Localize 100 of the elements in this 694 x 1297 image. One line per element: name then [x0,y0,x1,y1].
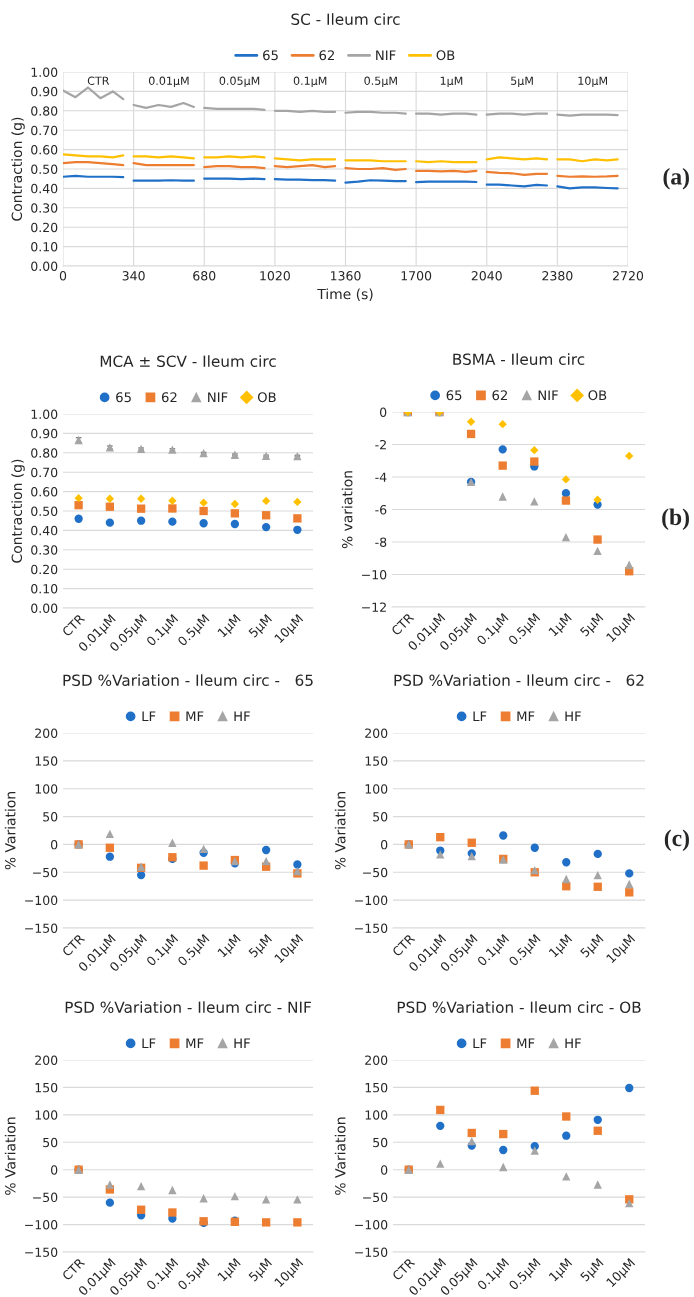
y-tick-label: −100 [355,1220,388,1230]
y-tick-label: 0.00 [31,261,58,271]
legend-label: 65 [116,392,131,403]
legend-label: 65 [446,390,462,401]
y-tick-label: −100 [25,895,58,906]
y-tick-label: −50 [33,867,58,878]
legend-label: HF [234,711,250,722]
legend-label: NIF [208,392,228,403]
y-tick-label: 0.70 [31,125,58,136]
y-axis-title: % Variation [4,1117,16,1195]
y-tick-label: 50 [43,1137,58,1148]
y-tick-label: −50 [33,1192,58,1203]
y-tick-label: 0.30 [31,545,58,555]
y-tick-label: 0.10 [31,584,58,594]
chart-title: PSD %Variation - Ileum circ - 65 [63,674,313,686]
annotation: CTR [87,76,110,85]
y-tick-label: 150 [35,756,58,766]
y-axis-title: % Variation [334,792,346,870]
y-tick-label: −100 [25,1220,58,1230]
legend-label: LF [142,1038,156,1049]
y-tick-label: −150 [355,1247,388,1257]
y-tick-label: 0.70 [31,467,58,478]
x-tick-label: 340 [122,271,145,281]
legend-label: 65 [263,50,278,61]
y-tick-label: 0 [51,1165,58,1175]
legend-label: OB [257,392,276,403]
legend-label: 62 [161,392,177,403]
y-tick-label: 0.90 [31,86,58,97]
y-tick-label: 0 [380,407,387,417]
y-tick-label: 200 [365,1055,388,1065]
annotation: 0.5μM [364,76,397,88]
y-tick-label: 0.80 [31,106,58,116]
y-tick-label: -8 [375,537,387,547]
legend-label: 62 [492,390,507,401]
chart-title: SC - Ileum circ [291,13,400,25]
y-tick-label: 0.40 [31,183,58,194]
y-tick-label: −50 [363,1192,388,1203]
annotation: 1μM [440,76,463,88]
y-tick-label: 0 [51,839,58,850]
y-tick-label: 0.10 [31,242,58,252]
legend-label: MF [186,711,204,722]
y-tick-label: 0.50 [31,506,58,516]
y-tick-label: 150 [365,756,388,766]
x-tick-label: 2380 [542,271,573,281]
y-tick-label: 200 [35,1055,58,1065]
y-tick-label: 50 [373,1137,388,1148]
chart-title: PSD %Variation - Ileum circ - 62 [394,674,644,686]
y-tick-label: 0.90 [31,428,58,439]
text: (a) [663,167,689,190]
y-tick-label: 1.00 [31,67,58,77]
text: (b) [662,508,689,530]
legend-label: NIF [376,50,396,61]
y-tick-label: 50 [43,812,58,822]
x-tick-label: 1700 [401,271,432,281]
y-tick-label: 200 [35,728,58,738]
y-tick-label: 100 [35,1110,58,1120]
y-axis-title: % Variation [334,1117,346,1195]
y-tick-label: 0.60 [31,145,58,155]
legend-label: NIF [538,390,558,401]
y-tick-label: 0.80 [31,448,58,458]
legend-label: 62 [319,50,334,61]
y-tick-label: −150 [355,923,388,933]
y-axis-title: % variation [341,471,353,549]
y-tick-label: −150 [25,923,58,933]
legend-label: MF [517,711,535,722]
annotation: 0.1μM [293,76,327,88]
x-tick-label: 0 [59,271,67,281]
y-tick-label: 0 [381,1165,388,1175]
y-tick-label: 150 [365,1082,388,1093]
y-tick-label: −12 [362,602,386,612]
y-tick-label: 0.00 [31,603,58,613]
legend-label: MF [186,1038,204,1049]
y-tick-label: 0.20 [31,222,58,233]
chart-title: MCA ± SCV - Ileum circ [100,355,276,367]
x-tick-label: 2720 [613,271,644,281]
y-tick-label: 1.00 [31,409,58,419]
y-tick-label: 50 [373,812,388,822]
chart-title: BSMA - Ileum circ [453,353,585,365]
y-tick-label: 0.30 [31,203,58,213]
y-tick-label: −50 [363,867,388,878]
y-tick-label: 100 [365,784,388,794]
y-tick-label: -2 [375,439,386,450]
y-axis-title: Contraction (g) [11,459,25,563]
legend-label: LF [142,711,156,722]
y-tick-label: 100 [35,784,58,794]
legend-label: LF [473,711,487,722]
chart-title: PSD %Variation - Ileum circ - NIF [65,1001,311,1013]
legend-label: HF [565,711,581,722]
y-tick-label: 0.50 [31,164,58,174]
annotation: 10μM [578,76,607,88]
y-tick-label: 100 [365,1110,388,1120]
text: (c) [664,829,689,851]
annotation: 0.05μM [219,76,260,88]
y-tick-label: 0.60 [31,487,58,497]
x-tick-label: 1360 [330,271,361,281]
y-tick-label: −100 [355,895,388,906]
y-tick-label: 0.40 [31,525,58,536]
x-tick-label: 680 [193,271,216,281]
y-tick-label: 200 [365,728,388,738]
annotation: 5μM [511,76,533,88]
